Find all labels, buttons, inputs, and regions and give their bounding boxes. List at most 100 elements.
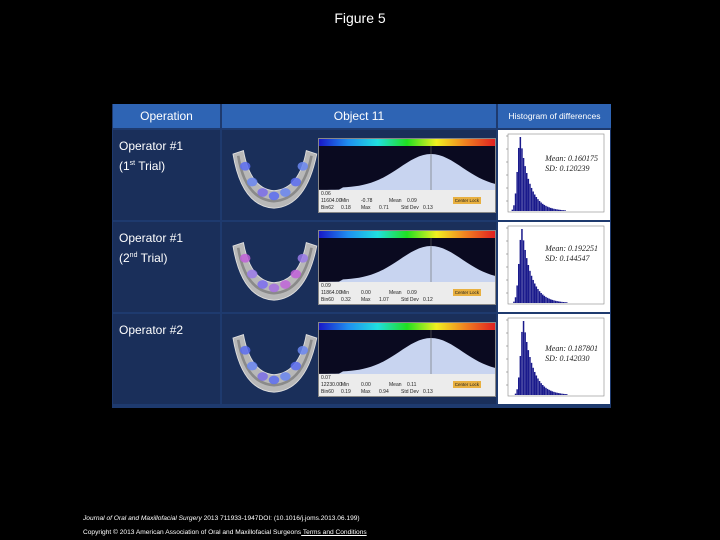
histogram-bar [511,209,514,211]
histogram-bar [516,389,518,395]
histogram-bar [564,302,566,303]
deviation-distribution-plot [319,238,495,282]
stat-value: 0.09 [407,290,417,296]
scan-tooth-marker [257,280,268,289]
operator-label: Operator #1 (2nd Trial) [119,230,183,267]
figure-title: Figure 5 [334,10,386,26]
stat-value: 0.13 [423,205,433,211]
scan-tooth-marker [268,375,280,385]
trial-prefix: (2 [119,251,130,265]
header-operation: Operation [113,104,220,128]
histogram-bar [535,197,538,211]
histogram-bar [526,341,528,395]
citation-line: Journal of Oral and Maxillofacial Surger… [83,512,367,526]
histogram-bar [534,283,536,303]
stat-value: 0.06 [321,191,331,197]
histogram-bar [561,301,563,303]
histogram-bar [540,202,542,211]
stat-value: 0.11 [407,382,417,388]
copyright-text: Copyright © 2013 American Association of… [83,529,302,536]
histogram-bar [543,204,546,211]
histogram-mean: Mean: 0.192251 [545,244,598,253]
histogram-bar [550,299,552,303]
histogram-bar [546,206,549,211]
color-scale-bar [319,323,495,330]
histogram-bar [534,371,536,395]
scan-tooth-marker [297,161,309,171]
color-scale-bar [319,231,495,238]
stats-table: 0.06 11604.00 Min -0.78 Mean 0.09 Bin62 0.18 Max… [319,190,495,212]
histogram-bar [545,387,547,395]
histogram-bar [548,389,550,395]
stat-value: 0.12 [423,297,433,303]
histogram-bar [558,301,560,303]
center-lock-button[interactable]: Center Lock [452,381,481,388]
histogram-bar [529,357,531,395]
stat-value: 0.07 [321,375,331,381]
histogram-bar [548,298,550,303]
histogram-bar [556,392,558,395]
dental-scan-image [232,149,318,209]
histogram-bar [553,391,555,395]
deviation-panel: 0.09 11864.00 Min 0.00 Mean 0.09 Bin60 0.32 Max 1… [318,230,496,305]
histogram-bar [553,208,555,211]
histogram-bar [527,350,530,395]
stat-value: 0.00 [361,290,371,296]
histogram-bar [513,205,515,211]
histogram-bar [527,265,530,303]
histogram-bar [556,209,558,211]
histogram-cell: Mean: 0.160175 SD: 0.120239 [498,130,610,220]
histogram-bar [559,209,562,211]
stat-value: 1.07 [379,297,389,303]
scan-tooth-marker [290,361,302,371]
header-object: Object 11 [222,104,496,128]
histogram-bar [562,210,565,211]
stats-table: 0.07 12230.00 Min 0.00 Mean 0.11 Bin60 0.19 Max 0… [319,374,495,396]
stat-value: 0.13 [423,389,433,395]
distribution-area [319,338,495,374]
operator-name: Operator #2 [119,323,184,337]
trial-label: (1st Trial) [119,155,183,175]
center-lock-button[interactable]: Center Lock [452,289,481,296]
histogram-sd: SD: 0.142030 [545,354,590,363]
distribution-area [319,246,495,282]
center-lock-button[interactable]: Center Lock [452,197,481,204]
distribution-area [319,154,495,190]
histogram-bar [545,296,547,303]
scan-tooth-marker [280,280,291,289]
stat-value: 0.18 [341,205,351,211]
stat-value: 11604.00 [321,198,342,204]
terms-link[interactable]: Terms and Conditions [301,529,367,536]
histogram-bar [530,275,533,303]
histogram-bar [518,377,520,395]
dental-arch-ridge [236,339,313,387]
stat-value: -0.78 [361,198,373,204]
histogram-bar [521,331,523,395]
histogram-bar [518,263,520,303]
trial-prefix: (1 [119,159,130,173]
histogram-bar [521,229,523,303]
stat-value: 12230.00 [321,382,342,388]
histogram-bar [558,209,560,211]
histogram-bar [537,199,539,211]
deviation-panel: 0.06 11604.00 Min -0.78 Mean 0.09 Bin62 0.18 Max… [318,138,496,213]
stat-value: 0.00 [361,382,371,388]
histogram-bar [532,191,534,211]
histogram-bar [564,210,566,211]
operation-cell: Operator #1 (2nd Trial) [113,222,220,312]
scan-tooth-marker [280,372,291,381]
stat-value: Max [361,389,371,395]
stat-value: Std Dev [401,205,419,211]
histogram-bar [514,193,517,211]
histogram-bar [532,279,534,303]
stat-value: Mean [389,290,402,296]
scan-tooth-marker [268,283,280,293]
stat-value: 0.19 [341,389,351,395]
stat-value: Max [361,205,371,211]
stat-value: Bin60 [321,297,334,303]
histogram-bar [514,297,517,303]
histogram-cell: Mean: 0.192251 SD: 0.144547 [498,222,610,312]
scan-tooth-marker [239,161,251,171]
scan-tooth-marker [239,345,251,355]
histogram-bar [524,166,526,211]
